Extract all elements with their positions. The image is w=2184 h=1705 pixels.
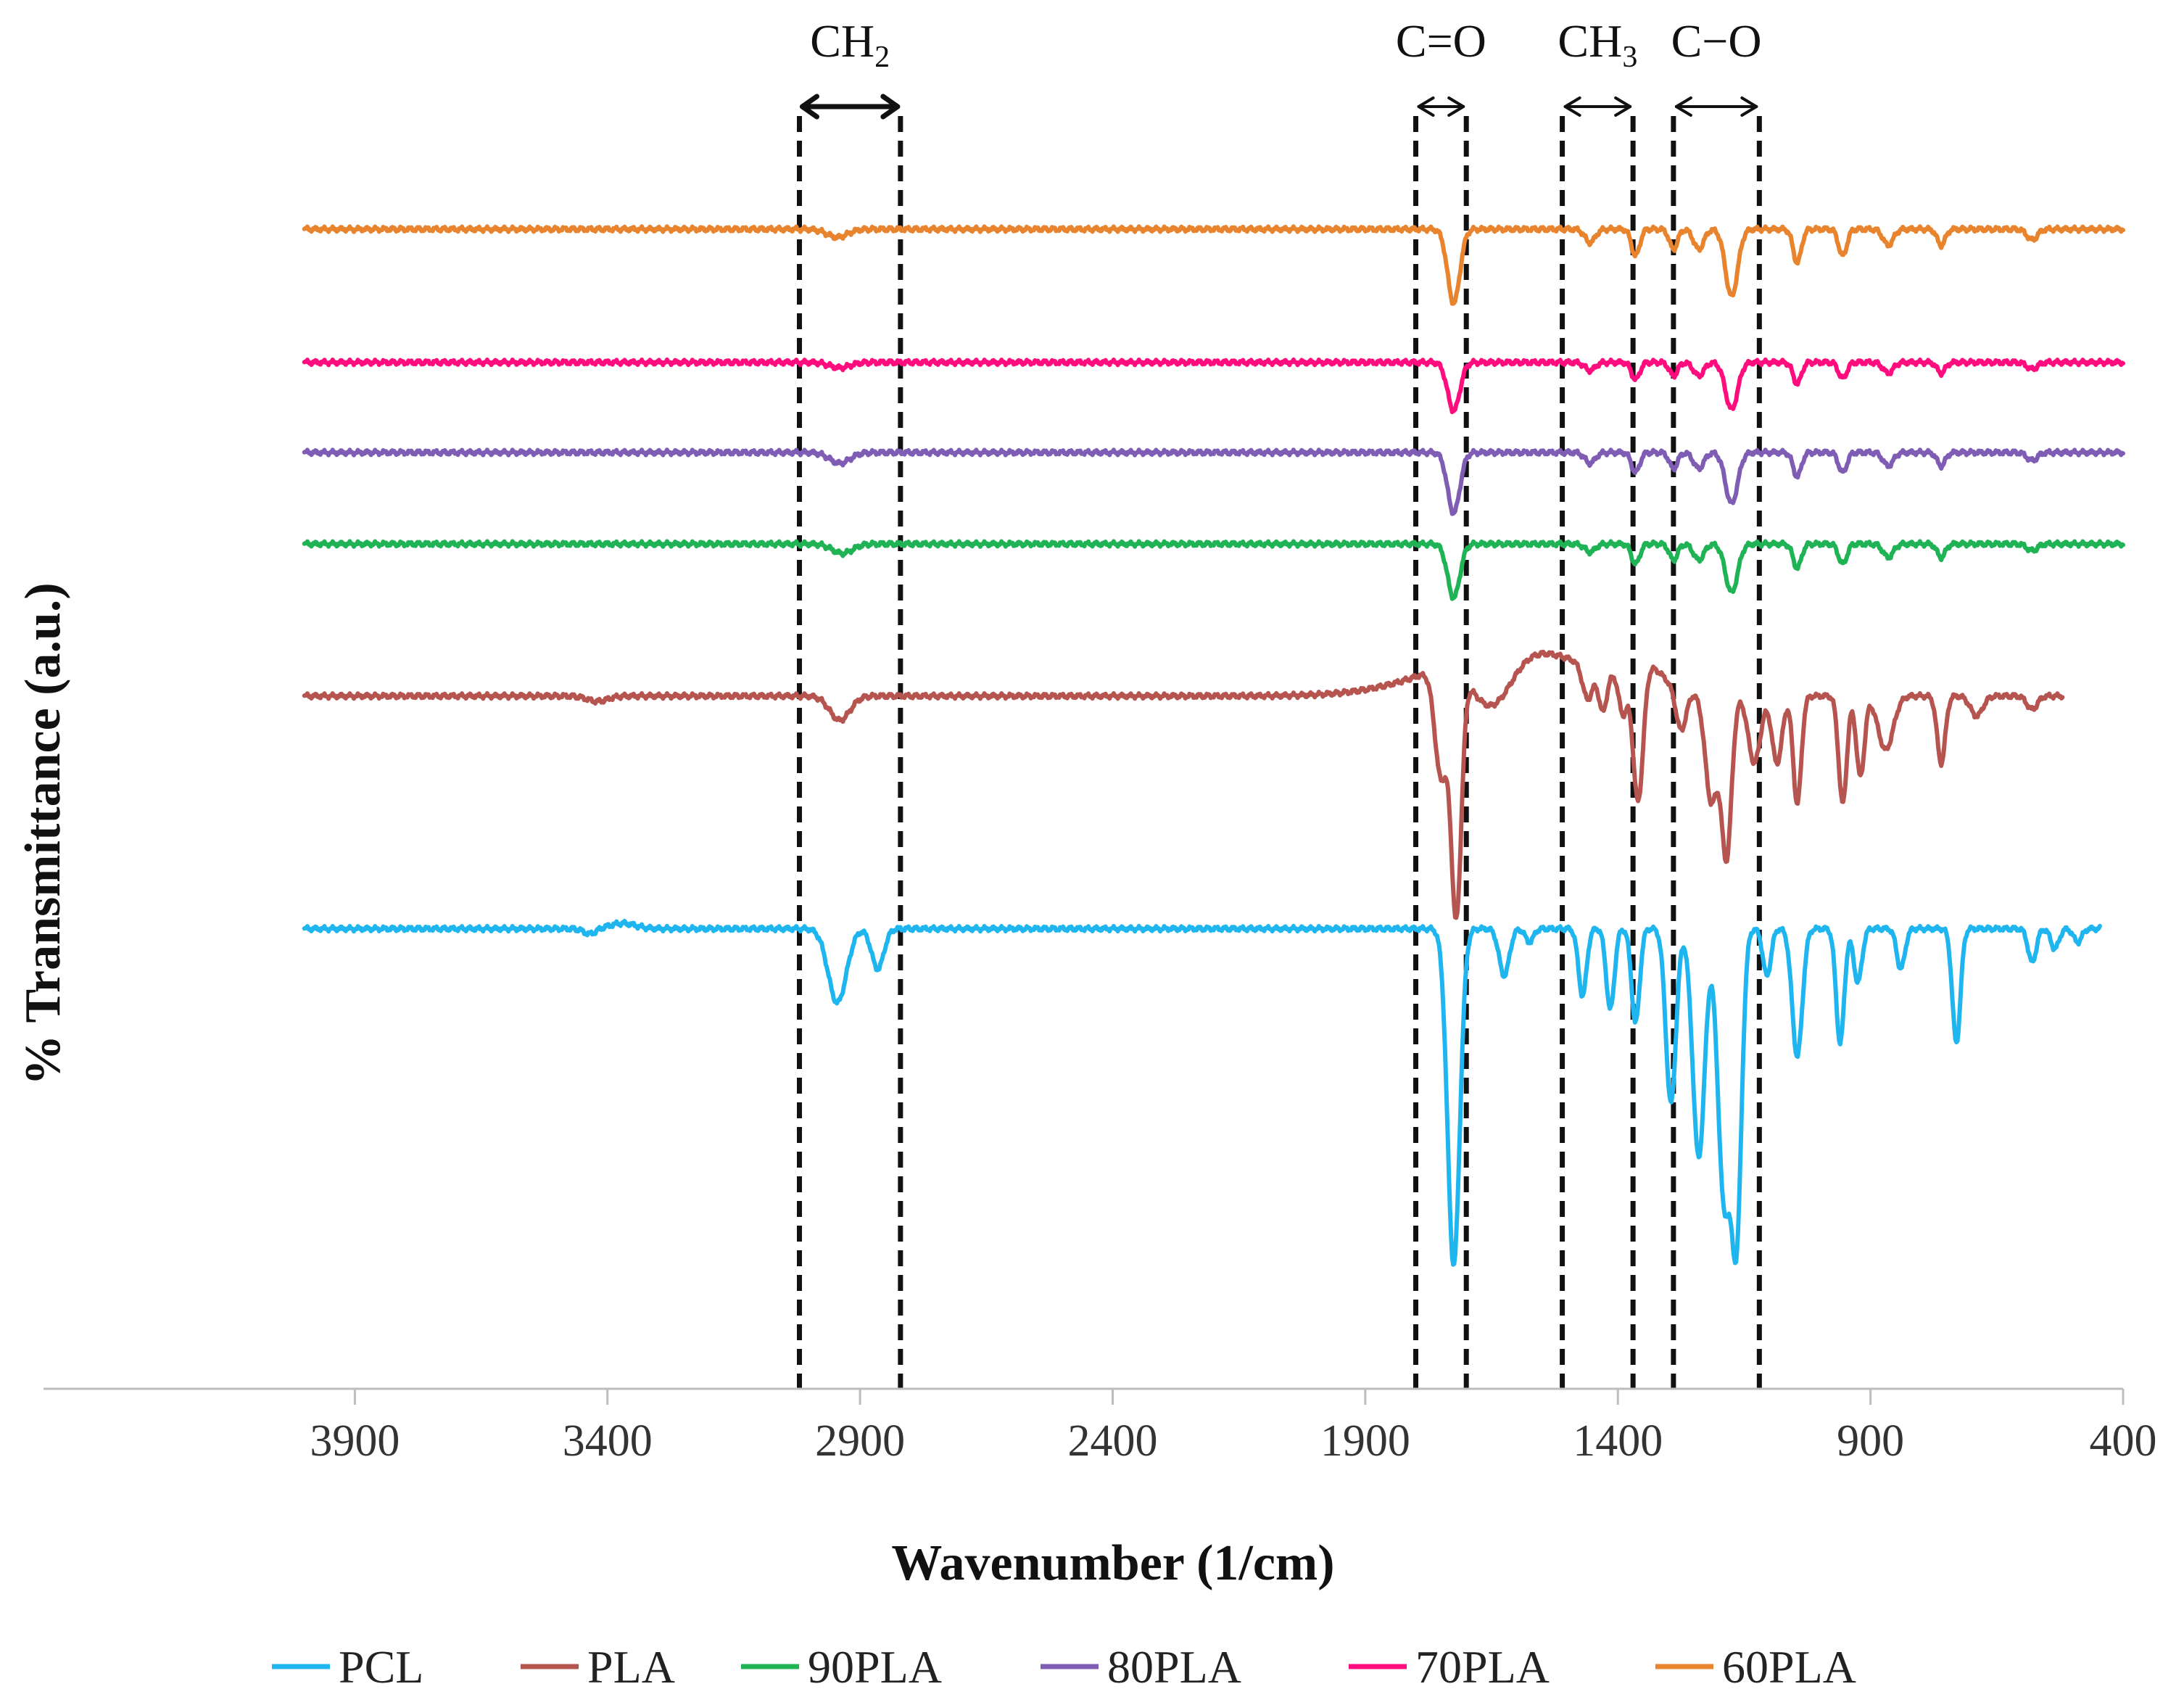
x-tick-label: 2900 bbox=[815, 1416, 905, 1466]
band-arrowhead-right bbox=[1614, 96, 1632, 117]
legend-item-80pla: 80PLA bbox=[1041, 1641, 1241, 1693]
series-line-pla bbox=[302, 649, 2065, 920]
series-lines bbox=[302, 224, 2125, 1267]
x-axis: 3900 3400 2900 2400 1900 1400 900 400 bbox=[44, 1387, 2157, 1466]
band-arrowhead-left bbox=[1417, 96, 1435, 117]
legend-label: 70PLA bbox=[1415, 1641, 1550, 1693]
x-axis-title: Wavenumber (1/cm) bbox=[891, 1535, 1334, 1591]
legend-item-90pla: 90PLA bbox=[741, 1641, 942, 1693]
band-arrowhead-left bbox=[799, 94, 819, 120]
band-label: C=O bbox=[1396, 15, 1486, 67]
band-label: C−O bbox=[1671, 15, 1762, 67]
legend-item-pla: PLA bbox=[521, 1641, 675, 1693]
band-arrowhead-right bbox=[1740, 96, 1758, 117]
band-2: CH3 bbox=[1558, 15, 1637, 1389]
band-label-main: CH bbox=[1558, 15, 1622, 67]
x-tick-label: 900 bbox=[1837, 1416, 1904, 1466]
legend-label: PCL bbox=[339, 1641, 423, 1693]
series-line-90pla bbox=[302, 539, 2125, 601]
band-markers: CH2 C=O CH3 C−O bbox=[796, 15, 1762, 1389]
x-tick-label: 2400 bbox=[1067, 1416, 1157, 1466]
x-tick-label: 3400 bbox=[563, 1416, 653, 1466]
band-label: CH3 bbox=[1558, 15, 1637, 74]
band-arrowhead-left bbox=[1563, 96, 1581, 117]
band-label-main: C−O bbox=[1671, 15, 1762, 67]
band-label: CH2 bbox=[810, 15, 890, 74]
band-label-main: CH bbox=[810, 15, 874, 67]
band-label-subscript: 3 bbox=[1622, 41, 1637, 74]
band-arrowhead-right bbox=[1447, 96, 1465, 117]
x-tick-label: 400 bbox=[2090, 1416, 2157, 1466]
legend-label: PLA bbox=[587, 1641, 675, 1693]
legend: PCL PLA 90PLA 80PLA 70PLA 60PLA bbox=[272, 1641, 1856, 1693]
legend-item-60pla: 60PLA bbox=[1655, 1641, 1856, 1693]
series-line-80pla bbox=[302, 447, 2125, 516]
band-0: CH2 bbox=[796, 15, 903, 1389]
band-label-subscript: 2 bbox=[874, 41, 890, 74]
series-line-pcl bbox=[302, 918, 2102, 1267]
legend-label: 90PLA bbox=[808, 1641, 942, 1693]
y-axis-title: % Transmittance (a.u.) bbox=[15, 582, 71, 1085]
band-1: C=O bbox=[1396, 15, 1486, 1389]
x-tick-label: 3900 bbox=[310, 1416, 400, 1466]
legend-label: 80PLA bbox=[1107, 1641, 1241, 1693]
x-tick-label: 1900 bbox=[1320, 1416, 1410, 1466]
legend-item-pcl: PCL bbox=[272, 1641, 423, 1693]
series-line-70pla bbox=[302, 357, 2125, 415]
band-label-main: C=O bbox=[1396, 15, 1486, 67]
legend-label: 60PLA bbox=[1722, 1641, 1856, 1693]
band-arrowhead-left bbox=[1674, 96, 1692, 117]
band-3: C−O bbox=[1671, 15, 1762, 1389]
band-arrowhead-right bbox=[880, 94, 901, 120]
series-line-60pla bbox=[302, 224, 2125, 306]
legend-item-70pla: 70PLA bbox=[1349, 1641, 1550, 1693]
x-tick-label: 1400 bbox=[1573, 1416, 1663, 1466]
